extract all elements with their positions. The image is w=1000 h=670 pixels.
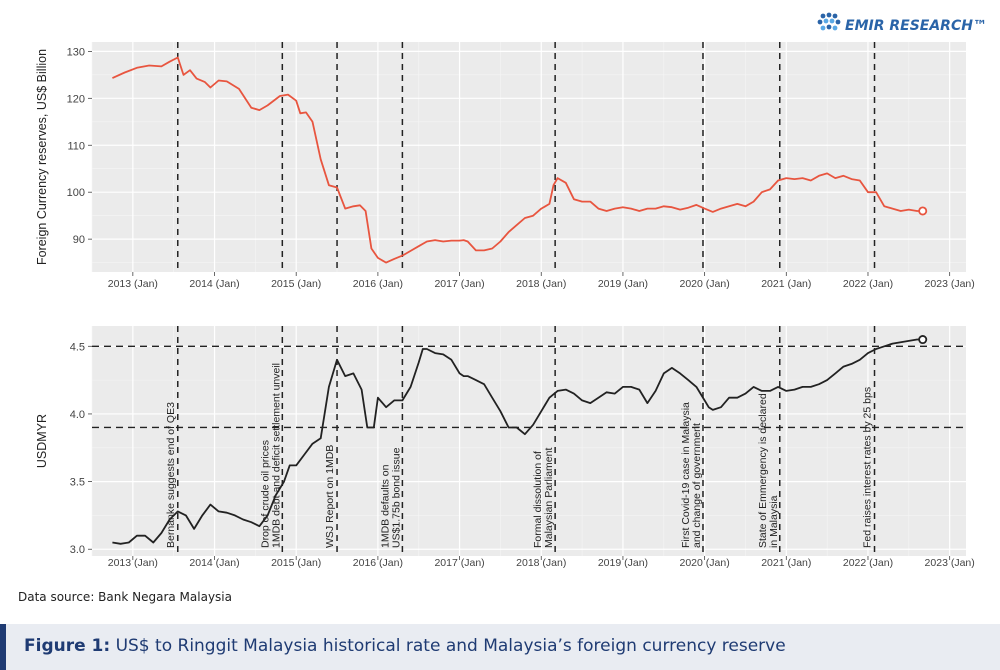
event-annotation-line: Malaysian Parliament bbox=[543, 448, 555, 548]
event-annotation-line: Formal dissolution of bbox=[532, 451, 544, 548]
y-tick-label: 110 bbox=[67, 140, 85, 152]
event-annotation: First Covid-19 case in Malaysiaand chang… bbox=[680, 402, 703, 548]
event-annotation-line: Drop of crude oil prices bbox=[259, 440, 271, 548]
x-tick-label: 2018 (Jan) bbox=[516, 278, 566, 290]
y-tick-label: 100 bbox=[67, 187, 85, 199]
x-tick-label: 2013 (Jan) bbox=[108, 278, 158, 290]
x-tick-label: 2014 (Jan) bbox=[189, 557, 239, 569]
event-annotation-line: Bernanke suggests end of QE3 bbox=[165, 402, 177, 548]
figure-caption: Figure 1: US$ to Ringgit Malaysia histor… bbox=[0, 624, 1000, 670]
x-tick-label: 2021 (Jan) bbox=[761, 557, 811, 569]
event-annotation-line: First Covid-19 case in Malaysia bbox=[680, 402, 692, 548]
y-axis-title: Foreign Currency reserves, US$ Billion bbox=[35, 49, 49, 265]
chart-figure: 2013 (Jan) 2014 (Jan) 2015 (Jan) 2016 (Jan)… bbox=[35, 42, 975, 569]
x-tick-label: 2017 (Jan) bbox=[434, 278, 484, 290]
endpoint-marker bbox=[918, 206, 928, 216]
event-annotation-line: State of Emmergency is declared bbox=[757, 393, 769, 548]
event-annotation-line: Fed raises interest rates by 25 bps bbox=[862, 387, 874, 548]
x-tick-label: 2018 (Jan) bbox=[516, 557, 566, 569]
event-annotation-line: and change of government bbox=[691, 423, 703, 548]
event-annotation: WSJ Report on 1MDB bbox=[324, 445, 336, 548]
event-annotation-line: 1MDB debt and deficit settlement unveil bbox=[270, 363, 282, 548]
x-tick-label: 2022 (Jan) bbox=[843, 278, 893, 290]
x-tick-label: 2016 (Jan) bbox=[353, 557, 403, 569]
x-tick-label: 2015 (Jan) bbox=[271, 557, 321, 569]
endpoint-marker bbox=[918, 335, 928, 345]
y-tick-label: 3.0 bbox=[70, 544, 85, 556]
x-tick-label: 2013 (Jan) bbox=[108, 557, 158, 569]
event-annotation: 1MDB defaults onUS$1.75b bond issue bbox=[379, 447, 402, 548]
x-tick-label: 2017 (Jan) bbox=[434, 557, 484, 569]
x-tick-label: 2023 (Jan) bbox=[925, 557, 975, 569]
plot-background bbox=[92, 326, 966, 556]
x-tick-label: 2022 (Jan) bbox=[843, 557, 893, 569]
figure-caption-label: Figure 1: bbox=[24, 636, 111, 656]
event-annotation: Drop of crude oil prices1MDB debt and de… bbox=[259, 363, 282, 548]
figure-caption-body: US$ to Ringgit Malaysia historical rate … bbox=[115, 636, 786, 656]
data-source-note: Data source: Bank Negara Malaysia bbox=[18, 590, 232, 604]
event-annotation: Formal dissolution ofMalaysian Parliamen… bbox=[532, 448, 555, 548]
x-tick-label: 2021 (Jan) bbox=[761, 278, 811, 290]
x-tick-label: 2023 (Jan) bbox=[925, 278, 975, 290]
event-annotation: Fed raises interest rates by 25 bps bbox=[862, 387, 874, 548]
x-tick-label: 2016 (Jan) bbox=[353, 278, 403, 290]
y-tick-label: 3.5 bbox=[70, 477, 85, 489]
y-tick-label: 120 bbox=[67, 93, 85, 105]
y-axis-title: USDMYR bbox=[35, 414, 49, 468]
event-annotation-line: 1MDB defaults on bbox=[379, 464, 391, 548]
chart-panel-2: 2013 (Jan) 2014 (Jan) 2015 (Jan) 2016 (Jan)… bbox=[35, 326, 975, 569]
x-tick-label: 2014 (Jan) bbox=[189, 278, 239, 290]
y-tick-label: 4.5 bbox=[70, 341, 85, 353]
plot-background bbox=[92, 42, 966, 272]
event-annotation-line: WSJ Report on 1MDB bbox=[324, 445, 336, 548]
series-line bbox=[112, 338, 923, 545]
event-annotation: State of Emmergency is declaredin Malays… bbox=[757, 393, 780, 548]
x-tick-label: 2020 (Jan) bbox=[680, 278, 730, 290]
x-tick-label: 2019 (Jan) bbox=[598, 278, 648, 290]
figure-caption-text: Figure 1: US$ to Ringgit Malaysia histor… bbox=[24, 636, 786, 656]
chart-panel-1: 2013 (Jan) 2014 (Jan) 2015 (Jan) 2016 (Jan)… bbox=[35, 42, 975, 290]
x-tick-label: 2015 (Jan) bbox=[271, 278, 321, 290]
logo-dots-icon bbox=[817, 12, 841, 31]
event-annotation-line: US$1.75b bond issue bbox=[390, 447, 402, 548]
brand-logo: EMIR RESEARCH™ bbox=[815, 8, 995, 42]
y-tick-label: 90 bbox=[73, 234, 85, 246]
y-tick-label: 130 bbox=[67, 46, 85, 58]
event-annotation: Bernanke suggests end of QE3 bbox=[165, 402, 177, 548]
x-tick-label: 2020 (Jan) bbox=[680, 557, 730, 569]
event-annotation-line: in Malaysia bbox=[768, 495, 780, 548]
logo-text: EMIR RESEARCH™ bbox=[845, 18, 987, 34]
y-tick-label: 4.0 bbox=[70, 409, 85, 421]
series-line bbox=[112, 56, 923, 264]
x-tick-label: 2019 (Jan) bbox=[598, 557, 648, 569]
